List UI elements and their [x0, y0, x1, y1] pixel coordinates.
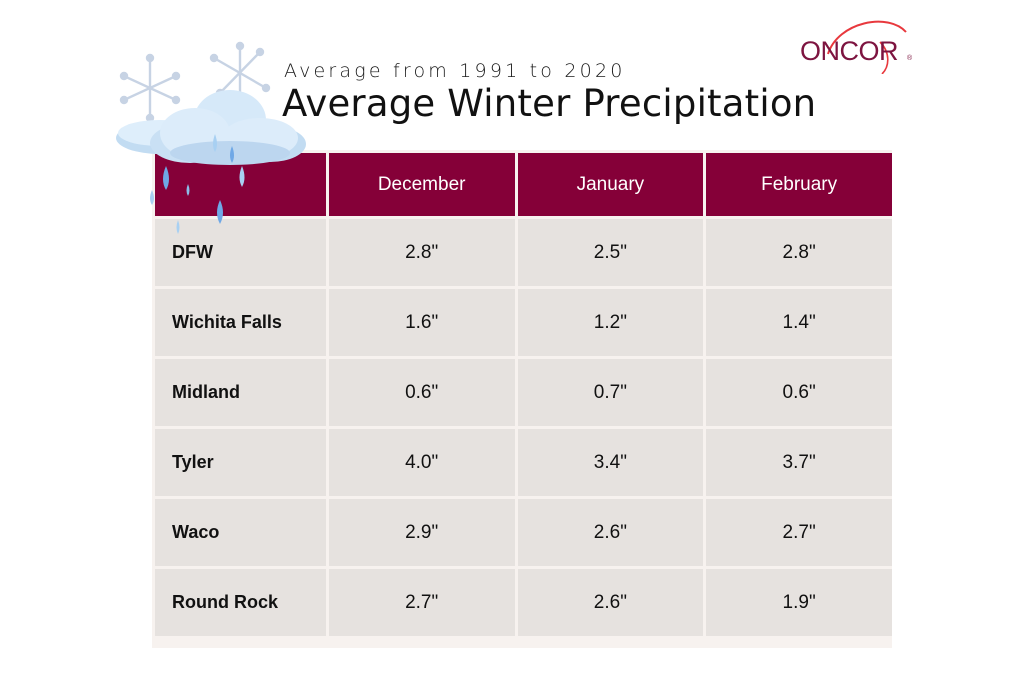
table-row: Midland 0.6" 0.7" 0.6"	[155, 359, 892, 426]
value-cell: 1.9"	[706, 569, 892, 636]
snowflake-icon	[209, 41, 271, 105]
table-row: DFW 2.8" 2.5" 2.8"	[155, 219, 892, 286]
value-cell: 2.6"	[517, 499, 704, 566]
table-header-row: December January February	[155, 153, 892, 216]
value-cell: 2.8"	[706, 219, 892, 286]
registered-mark: ®	[907, 55, 913, 62]
value-cell: 2.8"	[328, 219, 515, 286]
header-cell-february: February	[706, 153, 892, 216]
header-cell-empty	[155, 153, 326, 216]
table-row: Round Rock 2.7" 2.6" 1.9"	[155, 569, 892, 636]
value-cell: 2.7"	[328, 569, 515, 636]
value-cell: 2.5"	[517, 219, 704, 286]
value-cell: 2.6"	[517, 569, 704, 636]
value-cell: 3.4"	[517, 429, 704, 496]
snowflake-icon	[119, 53, 181, 123]
value-cell: 1.6"	[328, 289, 515, 356]
city-cell: DFW	[155, 219, 326, 286]
precipitation-table: December January February DFW 2.8" 2.5" …	[152, 150, 892, 648]
value-cell: 3.7"	[706, 429, 892, 496]
city-cell: Waco	[155, 499, 326, 566]
value-cell: 4.0"	[328, 429, 515, 496]
city-cell: Tyler	[155, 429, 326, 496]
header-cell-january: January	[517, 153, 704, 216]
city-cell: Round Rock	[155, 569, 326, 636]
value-cell: 1.4"	[706, 289, 892, 356]
value-cell: 0.7"	[517, 359, 704, 426]
table-row: Waco 2.9" 2.6" 2.7"	[155, 499, 892, 566]
logo-text: ONCOR	[800, 36, 899, 66]
header-cell-december: December	[328, 153, 515, 216]
value-cell: 0.6"	[706, 359, 892, 426]
city-cell: Wichita Falls	[155, 289, 326, 356]
city-cell: Midland	[155, 359, 326, 426]
logo-swoosh-icon	[827, 20, 907, 74]
table-row: Tyler 4.0" 3.4" 3.7"	[155, 429, 892, 496]
table-row: Wichita Falls 1.6" 1.2" 1.4"	[155, 289, 892, 356]
value-cell: 0.6"	[328, 359, 515, 426]
oncor-logo: ONCOR ®	[798, 14, 928, 74]
subtitle: Average from 1991 to 2020	[284, 60, 626, 82]
page-title: Average Winter Precipitation	[282, 82, 817, 125]
value-cell: 1.2"	[517, 289, 704, 356]
value-cell: 2.9"	[328, 499, 515, 566]
value-cell: 2.7"	[706, 499, 892, 566]
